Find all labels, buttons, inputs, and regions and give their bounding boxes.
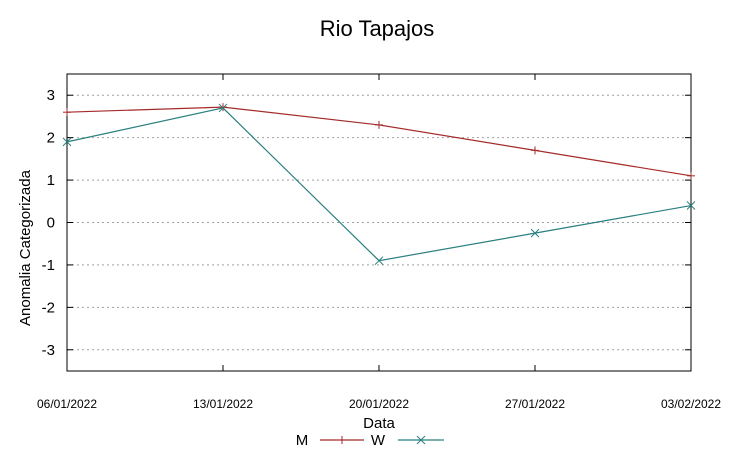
x-tick-label: 06/01/2022 [37,397,97,411]
data-point-M [219,103,227,112]
y-tick-label: 2 [47,130,55,147]
y-axis-ticks: 3 2 1 0 -1 -2 -3 [42,87,691,359]
y-tick-label: -3 [42,342,55,359]
x-tick-label: 13/01/2022 [193,397,253,411]
chart-title: Rio Tapajos [320,16,435,41]
data-point-W [530,228,540,238]
data-point-M [531,146,539,155]
y-tick-label: 0 [47,215,55,232]
legend-label: M [296,432,309,449]
data-point-M [63,108,71,117]
x-axis-ticks: 06/01/2022 13/01/2022 20/01/2022 27/01/2022… [37,74,721,411]
series-lines [62,103,696,266]
data-point-W [686,201,696,210]
y-tick-label: 3 [47,87,55,104]
data-point-M [687,171,695,180]
x-tick-label: 27/01/2022 [505,397,565,411]
grid-lines [67,94,691,351]
data-point-M [375,120,383,129]
y-tick-label: 1 [47,172,55,189]
x-axis-label: Data [363,415,395,432]
data-point-W [374,256,384,266]
legend-label: W [371,432,386,449]
x-tick-label: 20/01/2022 [349,397,409,411]
y-tick-label: -2 [42,299,55,316]
legend-item-M: M [296,432,364,449]
legend-item-W: W [371,432,444,449]
legend-marker [338,436,346,444]
data-point-W [62,137,72,147]
y-tick-label: -1 [42,257,55,274]
legend-marker [416,435,426,445]
series-line-W [66,107,692,262]
y-axis-label: Anomalia Categorizada [17,169,34,326]
data-point-W [218,103,228,113]
x-tick-label: 03/02/2022 [661,397,721,411]
series-line-M [66,106,692,177]
